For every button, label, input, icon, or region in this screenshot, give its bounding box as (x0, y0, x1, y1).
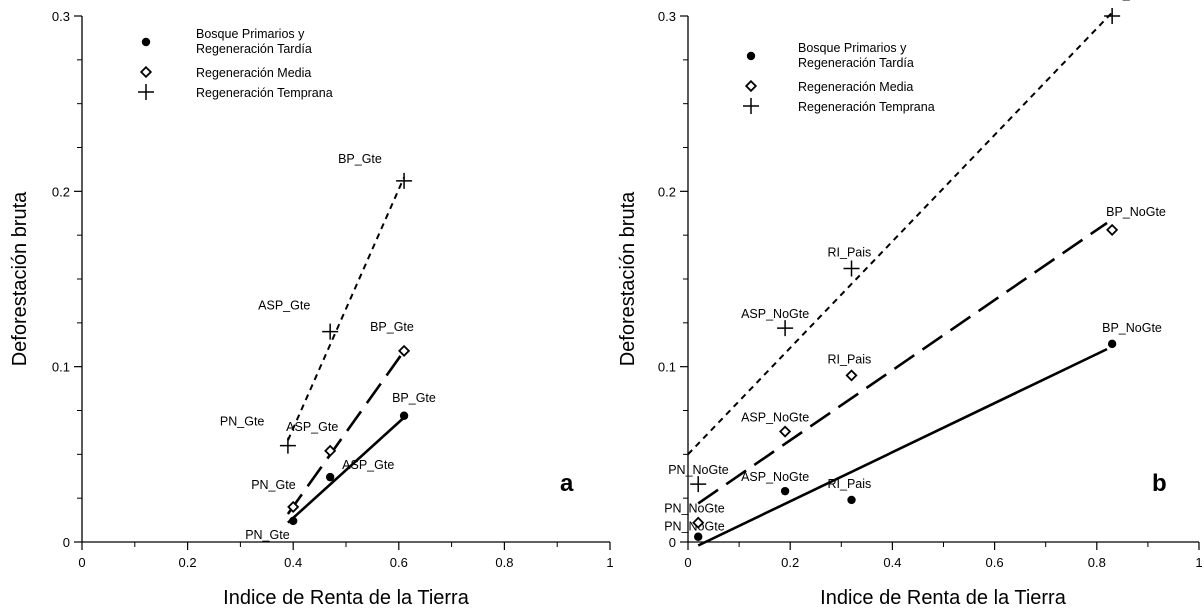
point-label: ASP_Gte (342, 458, 394, 472)
point-label: PN_NoGte (664, 520, 724, 534)
legend-marker-diamond (139, 65, 153, 79)
panel-label: a (560, 470, 574, 497)
point-label: RI_Pais (828, 477, 872, 491)
legend-marker-diamond (744, 79, 758, 93)
point-label: PN_Gte (245, 528, 290, 542)
y-tick-label: 0.2 (658, 184, 676, 199)
point-label: PN_NoGte (668, 463, 728, 477)
point-label: PN_Gte (251, 478, 296, 492)
data-point-diamond (845, 369, 858, 382)
data-point-diamond (398, 344, 411, 357)
data-point-diamond (324, 444, 337, 457)
data-point-plus (843, 260, 860, 277)
data-point-dot (1107, 339, 1117, 349)
data-point-dot (694, 532, 703, 541)
data-point-diamond (692, 516, 705, 529)
legend-marker-dot (141, 37, 151, 47)
x-axis-title: Indice de Renta de la Tierra (223, 587, 470, 609)
point-label: ASP_NoGte (741, 307, 809, 321)
legend-label: Regeneración Tardía (196, 42, 312, 56)
fit-line-plus (687, 11, 1113, 456)
y-tick-label: 0.3 (658, 9, 676, 24)
y-tick-label: 0.2 (52, 184, 70, 199)
x-tick-label: 0.6 (390, 555, 408, 570)
data-point-diamond (1106, 223, 1119, 236)
x-tick-label: 0.4 (284, 555, 302, 570)
data-point-plus (396, 172, 413, 189)
x-tick-label: 0 (684, 555, 691, 570)
fit-line-dot (287, 416, 405, 524)
fit-line-plus (287, 176, 405, 441)
legend-label: Regeneración Media (798, 80, 913, 94)
point-label: RI_Pais (828, 245, 872, 259)
data-point-plus (777, 320, 794, 337)
point-label: BP_NoGte (1102, 321, 1162, 335)
x-tick-label: 0 (78, 555, 85, 570)
legend-marker-plus (138, 84, 154, 100)
x-tick-label: 0.2 (179, 555, 197, 570)
x-tick-label: 0.4 (883, 555, 901, 570)
data-point-plus (279, 437, 296, 454)
x-tick-label: 0.6 (986, 555, 1004, 570)
x-tick-label: 0.8 (495, 555, 513, 570)
legend-label: Regeneración Media (196, 66, 311, 80)
data-point-plus (1104, 8, 1121, 24)
x-tick-label: 0.2 (781, 555, 799, 570)
point-label: PN_Gte (220, 415, 265, 429)
fit-line-dot (697, 347, 1108, 547)
fit-line-diamond (697, 221, 1108, 505)
data-point-plus (322, 323, 339, 340)
data-point-dot (780, 486, 790, 496)
y-tick-label: 0 (669, 535, 676, 550)
panel-label: b (1152, 470, 1167, 497)
data-point-diamond (779, 425, 792, 438)
y-axis-title: Deforestación bruta (9, 191, 31, 366)
point-label: BP_NoGte (1106, 0, 1166, 1)
legend-label: Bosque Primarios y (196, 27, 305, 41)
y-tick-label: 0.1 (658, 360, 676, 375)
data-point-dot (325, 472, 335, 482)
point-label: RI_Pais (828, 352, 872, 366)
data-point-plus (690, 476, 707, 493)
y-tick-label: 0 (63, 535, 70, 550)
y-axis-title: Deforestación bruta (617, 191, 639, 366)
point-label: ASP_Gte (286, 420, 338, 434)
data-point-dot (847, 495, 856, 505)
point-label: ASP_NoGte (741, 411, 809, 425)
y-tick-label: 0.3 (52, 9, 70, 24)
legend-label: Bosque Primarios y (798, 41, 907, 55)
legend-label: Regeneración Temprana (798, 100, 935, 114)
y-tick-label: 0.1 (52, 360, 70, 375)
data-point-dot (289, 516, 298, 526)
data-point-diamond (287, 500, 300, 514)
legend-label: Regeneración Tardía (798, 56, 914, 70)
point-label: PN_NoGte (664, 502, 724, 516)
data-point-dot (399, 411, 409, 420)
x-tick-label: 1 (606, 555, 613, 570)
legend-label: Regeneración Temprana (196, 86, 333, 100)
legend-marker-dot (746, 51, 756, 61)
point-label: ASP_NoGte (741, 470, 809, 484)
point-label: BP_Gte (338, 152, 382, 166)
point-label: BP_Gte (392, 391, 436, 405)
x-tick-label: 0.8 (1088, 555, 1106, 570)
x-tick-label: 1 (1195, 555, 1202, 570)
x-axis-title: Indice de Renta de la Tierra (820, 587, 1067, 609)
chart-panel-a: 0 0.2 0.4 0.6 0.8 1 0 0.1 0.2 0.3 Indice de Renta … (9, 9, 614, 609)
point-label: BP_NoGte (1106, 205, 1166, 219)
point-label: ASP_Gte (258, 299, 310, 313)
legend-marker-plus (743, 98, 759, 114)
point-label: BP_Gte (370, 320, 414, 334)
chart-panel-b: 0 0.2 0.4 0.6 0.8 1 0 0.1 0.2 0.3 Indice de Renta … (617, 0, 1203, 609)
